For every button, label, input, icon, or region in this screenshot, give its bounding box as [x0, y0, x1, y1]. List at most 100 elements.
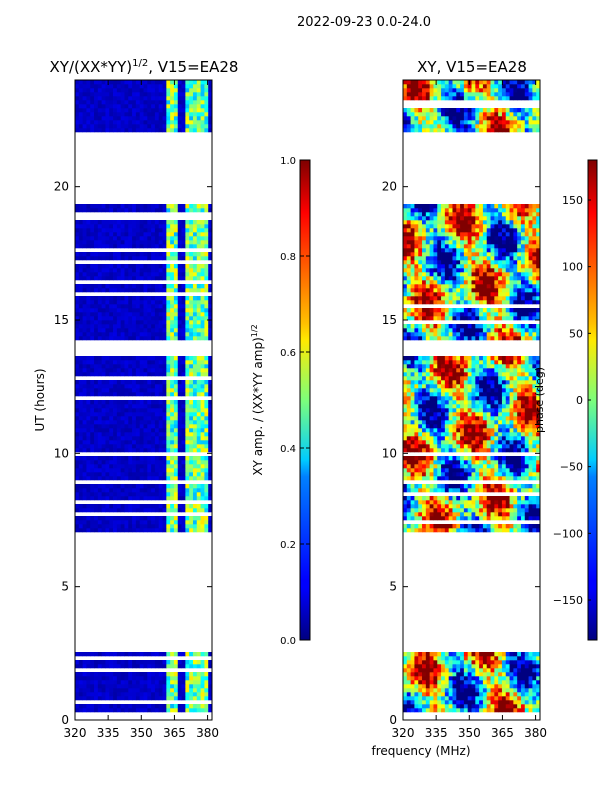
amp-cell	[105, 664, 110, 669]
phase-cell	[524, 408, 529, 413]
amp-cell	[113, 488, 118, 493]
amp-cell	[82, 92, 87, 97]
amp-cell	[128, 380, 133, 385]
phase-cell	[482, 444, 488, 449]
amp-cell	[177, 272, 182, 277]
amp-cell	[120, 88, 125, 93]
amp-cell	[101, 320, 106, 325]
amp-cell	[204, 356, 209, 361]
y-tick-label: 15	[54, 313, 69, 327]
amp-cell	[97, 244, 103, 249]
amp-cell	[120, 440, 125, 445]
amp-cell	[200, 300, 205, 305]
phase-cell	[460, 500, 465, 505]
amp-cell	[196, 468, 201, 473]
amp-cell	[147, 400, 152, 405]
amp-cell	[170, 252, 175, 257]
amp-cell	[185, 324, 190, 329]
phase-cell	[528, 672, 533, 677]
phase-cell	[403, 700, 408, 705]
amp-cell	[124, 380, 129, 385]
amp-cell	[128, 504, 133, 509]
amp-cell	[162, 204, 167, 209]
amp-cell	[120, 416, 125, 421]
amp-cell	[147, 204, 152, 209]
amp-cell	[173, 652, 179, 657]
amp-cell	[196, 224, 201, 229]
phase-cell	[475, 400, 480, 405]
amp-cell	[94, 684, 99, 689]
phase-cell	[513, 464, 518, 469]
phase-cell	[498, 428, 503, 433]
amp-cell	[116, 440, 122, 445]
amp-cell	[135, 224, 141, 229]
amp-cell	[185, 688, 190, 693]
amp-cell	[101, 128, 106, 133]
amp-cell	[196, 112, 201, 117]
amp-cell	[75, 476, 80, 481]
amp-cell	[94, 404, 99, 409]
amp-cell	[189, 220, 194, 225]
amp-cell	[128, 364, 133, 369]
phase-cell	[490, 464, 495, 469]
amp-cell	[105, 372, 110, 377]
amp-cell	[189, 528, 194, 533]
amp-cell	[208, 240, 212, 245]
phase-cell	[425, 448, 431, 453]
phase-cell	[479, 708, 484, 713]
amp-cell	[94, 696, 99, 701]
amp-cell	[181, 336, 186, 341]
phase-cell	[486, 656, 491, 661]
amp-cell	[139, 368, 144, 373]
amp-cell	[204, 112, 209, 117]
amp-cell	[166, 436, 171, 441]
amp-cell	[139, 224, 144, 229]
amp-cell	[170, 356, 175, 361]
amp-cell	[200, 676, 205, 681]
amp-cell	[196, 368, 201, 373]
phase-cell	[498, 696, 503, 701]
amp-cell	[158, 288, 163, 293]
amp-cell	[173, 420, 179, 425]
phase-cell	[414, 528, 419, 533]
amp-cell	[204, 324, 209, 329]
phase-cell	[536, 416, 540, 421]
phase-cell	[403, 448, 408, 453]
amp-cell	[166, 476, 171, 481]
phase-cell	[448, 692, 453, 697]
amp-cell	[189, 320, 194, 325]
phase-cell	[536, 496, 540, 501]
phase-cell	[452, 672, 457, 677]
amp-cell	[124, 204, 129, 209]
amp-cell	[189, 696, 194, 701]
amp-cell	[113, 368, 118, 373]
amp-cell	[78, 688, 84, 693]
phase-cell	[441, 680, 446, 685]
amp-cell	[185, 492, 190, 497]
amp-cell	[101, 232, 106, 237]
amp-cell	[82, 336, 87, 341]
amp-cell	[158, 92, 163, 97]
amp-cell	[116, 488, 122, 493]
amp-cell	[113, 456, 118, 461]
amp-cell	[200, 448, 205, 453]
amp-cell	[116, 204, 122, 209]
phase-cell	[505, 468, 510, 473]
phase-cell	[475, 528, 480, 533]
amp-cell	[86, 332, 91, 337]
amp-cell	[166, 680, 171, 685]
amp-cell	[154, 244, 160, 249]
phase-cell	[467, 424, 472, 429]
x-tick-label: 320	[64, 726, 87, 740]
amp-cell	[151, 412, 156, 417]
amp-cell	[200, 112, 205, 117]
phase-cell	[536, 676, 540, 681]
amp-cell	[192, 120, 198, 125]
amp-cell	[143, 324, 148, 329]
phase-cell	[479, 436, 484, 441]
amp-cell	[162, 244, 167, 249]
amp-cell	[166, 488, 171, 493]
amp-cell	[173, 220, 179, 225]
amp-cell	[120, 676, 125, 681]
amp-cell	[196, 392, 201, 397]
